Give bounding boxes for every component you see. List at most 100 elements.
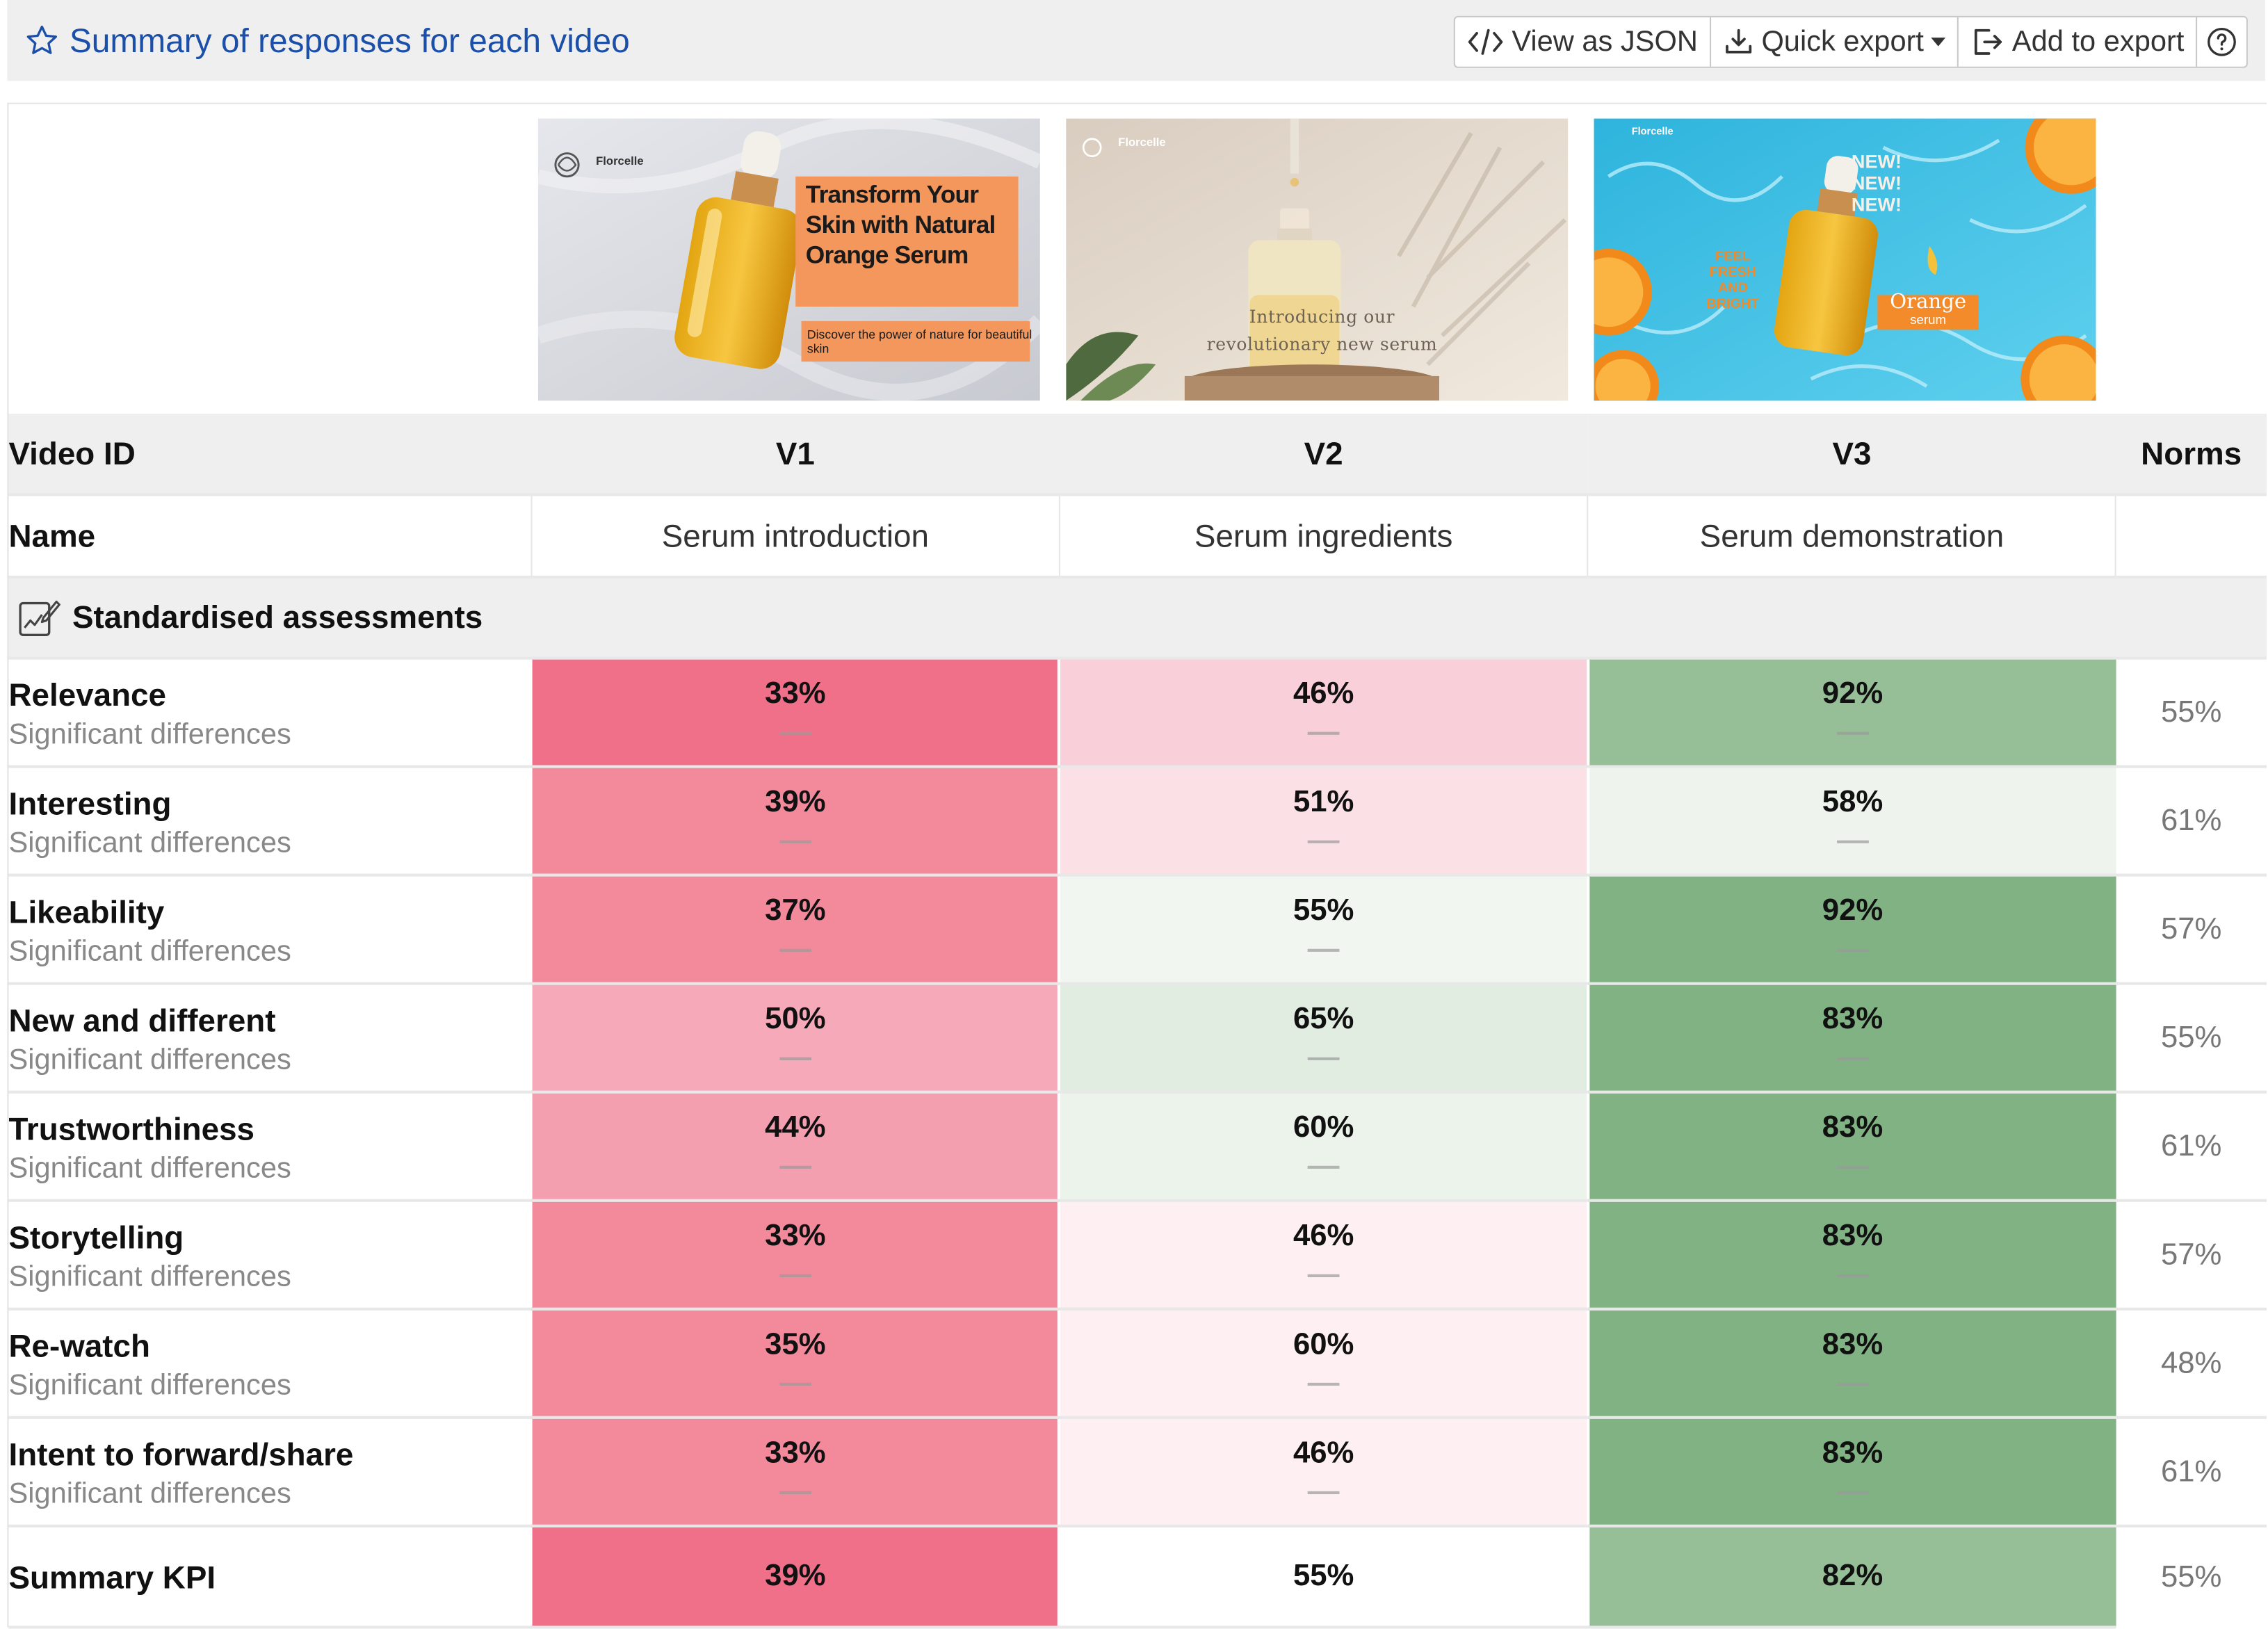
- metric-norm: 61%: [2116, 766, 2267, 877]
- page-title: Summary of responses for each video: [69, 21, 630, 59]
- metric-name: Interesting: [8, 784, 172, 821]
- thumb-subtext: Discover the power of nature for beautif…: [807, 327, 1032, 356]
- metric-value-v2[interactable]: 60%: [1058, 1092, 1588, 1202]
- metric-percent: 83%: [1822, 1110, 1884, 1144]
- name-label: Name: [8, 494, 531, 579]
- metric-value-v3[interactable]: 83%: [1586, 1092, 2116, 1202]
- metric-percent: 60%: [1293, 1327, 1354, 1361]
- metric-percent: 33%: [765, 1436, 826, 1470]
- metric-name: Trustworthiness: [8, 1110, 254, 1146]
- metric-value-v3[interactable]: 83%: [1586, 1417, 2116, 1527]
- video-thumbnail-v3[interactable]: Florcelle NEW! NEW! NEW! FEEL FRESH AND …: [1594, 118, 2096, 401]
- quick-export-label: Quick export: [1761, 25, 1924, 58]
- metric-value-v1[interactable]: 37%: [529, 875, 1060, 985]
- thumb-tag2: serum: [1910, 312, 1947, 327]
- metric-value-v2[interactable]: 46%: [1058, 1417, 1588, 1527]
- metric-subtitle: Significant differences: [8, 826, 291, 859]
- star-icon[interactable]: [23, 22, 60, 59]
- metric-value-v2[interactable]: 46%: [1058, 1200, 1588, 1311]
- thumb-tag1: Orange: [1890, 291, 1967, 314]
- metric-value-v3[interactable]: 83%: [1586, 1200, 2116, 1311]
- metric-percent: 83%: [1822, 1219, 1884, 1253]
- name-row: Name Serum introduction Serum ingredient…: [8, 494, 2267, 579]
- metric-value-v1[interactable]: 33%: [529, 1417, 1060, 1527]
- significance-dash: [1836, 840, 1869, 843]
- significance-dash: [1307, 1491, 1340, 1495]
- metric-value-v3[interactable]: 92%: [1586, 875, 2116, 985]
- metric-value-v2[interactable]: 60%: [1058, 1308, 1588, 1419]
- metric-value-v2[interactable]: 55%: [1058, 875, 1588, 985]
- metric-label-cell: Likeability Significant differences: [8, 875, 531, 985]
- significance-dash: [779, 1057, 811, 1060]
- significance-dash: [1836, 1491, 1869, 1495]
- metric-value-v2[interactable]: 51%: [1058, 766, 1588, 877]
- results-panel: Florcelle Transform Your Skin with Natur…: [7, 102, 2267, 1629]
- metric-norm: 61%: [2116, 1417, 2267, 1527]
- significance-dash: [779, 948, 811, 952]
- metric-value-v1[interactable]: 50%: [529, 983, 1060, 1094]
- add-to-export-button[interactable]: Add to export: [1959, 17, 2198, 67]
- metric-row: Storytelling Significant differences 33% 46…: [8, 1200, 2267, 1311]
- metric-name: Intent to forward/share: [8, 1435, 354, 1472]
- significance-dash: [1836, 1274, 1869, 1277]
- metric-value-v3[interactable]: 83%: [1586, 1308, 2116, 1419]
- metric-value-v1[interactable]: 35%: [529, 1308, 1060, 1419]
- view-json-label: View as JSON: [1512, 25, 1698, 58]
- metric-label-cell: Interesting Significant differences: [8, 766, 531, 877]
- metric-percent: 46%: [1293, 676, 1354, 711]
- thumb-headline: Transform Your Skin with Natural Orange …: [805, 181, 996, 269]
- metric-value-v1[interactable]: 33%: [529, 1200, 1060, 1311]
- metric-label-cell: Trustworthiness Significant differences: [8, 1092, 531, 1202]
- metric-norm: 48%: [2116, 1308, 2267, 1419]
- thumb-new: NEW! NEW! NEW!: [1851, 150, 1902, 216]
- section-label: Standardised assessments: [72, 599, 483, 635]
- metric-value-v2[interactable]: 65%: [1058, 983, 1588, 1094]
- kpi-value-v1[interactable]: 39%: [529, 1525, 1060, 1629]
- video-id-v1: V1: [530, 413, 1060, 496]
- view-json-button[interactable]: View as JSON: [1455, 17, 1711, 67]
- metric-value-v3[interactable]: 58%: [1586, 766, 2116, 877]
- metric-percent: 39%: [765, 785, 826, 819]
- video-id-v2: V2: [1059, 413, 1588, 496]
- significance-dash: [779, 1274, 811, 1277]
- significance-dash: [1836, 1165, 1869, 1169]
- kpi-label: Summary KPI: [8, 1525, 531, 1629]
- metric-subtitle: Significant differences: [8, 1044, 291, 1076]
- video-thumbnail-v2[interactable]: Florcelle Introducing our revolutionary …: [1066, 118, 1569, 401]
- quick-export-button[interactable]: Quick export: [1711, 17, 1959, 67]
- significance-dash: [1836, 948, 1869, 952]
- metric-value-v3[interactable]: 83%: [1586, 983, 2116, 1094]
- metric-value-v1[interactable]: 44%: [529, 1092, 1060, 1202]
- metric-label-cell: New and different Significant differences: [8, 983, 531, 1094]
- metric-name: Relevance: [8, 676, 166, 713]
- kpi-value-v3[interactable]: 82%: [1586, 1525, 2116, 1629]
- kpi-value-v2[interactable]: 55%: [1058, 1525, 1588, 1629]
- code-icon: [1468, 29, 1503, 55]
- metric-value-v1[interactable]: 39%: [529, 766, 1060, 877]
- metric-percent: 65%: [1293, 1002, 1354, 1036]
- metric-row: Trustworthiness Significant differences 44…: [8, 1092, 2267, 1202]
- metric-label-cell: Relevance Significant differences: [8, 658, 531, 768]
- metric-percent: 83%: [1822, 1436, 1884, 1470]
- export-icon: [1975, 29, 2002, 55]
- help-icon: [2208, 27, 2236, 56]
- significance-dash: [1836, 1057, 1869, 1060]
- metric-percent: 60%: [1293, 1110, 1354, 1144]
- metric-subtitle: Significant differences: [8, 1369, 291, 1401]
- significance-dash: [1307, 948, 1340, 952]
- metric-value-v2[interactable]: 46%: [1058, 658, 1588, 768]
- metric-norm: 55%: [2116, 658, 2267, 768]
- metric-row: Re-watch Significant differences 35% 60% 83%…: [8, 1308, 2267, 1419]
- video-id-v3: V3: [1587, 413, 2116, 496]
- significance-dash: [779, 1382, 811, 1386]
- assessment-icon: [19, 600, 60, 636]
- metric-percent: 92%: [1822, 893, 1884, 927]
- significance-dash: [779, 840, 811, 843]
- norms-header: Norms: [2116, 413, 2267, 496]
- help-button[interactable]: [2197, 17, 2246, 67]
- metric-percent: 58%: [1822, 785, 1884, 819]
- video-thumbnail-v1[interactable]: Florcelle Transform Your Skin with Natur…: [537, 118, 1040, 401]
- metric-value-v3[interactable]: 92%: [1586, 658, 2116, 768]
- metric-value-v1[interactable]: 33%: [529, 658, 1060, 768]
- brand-label: Florcelle: [1631, 127, 1674, 138]
